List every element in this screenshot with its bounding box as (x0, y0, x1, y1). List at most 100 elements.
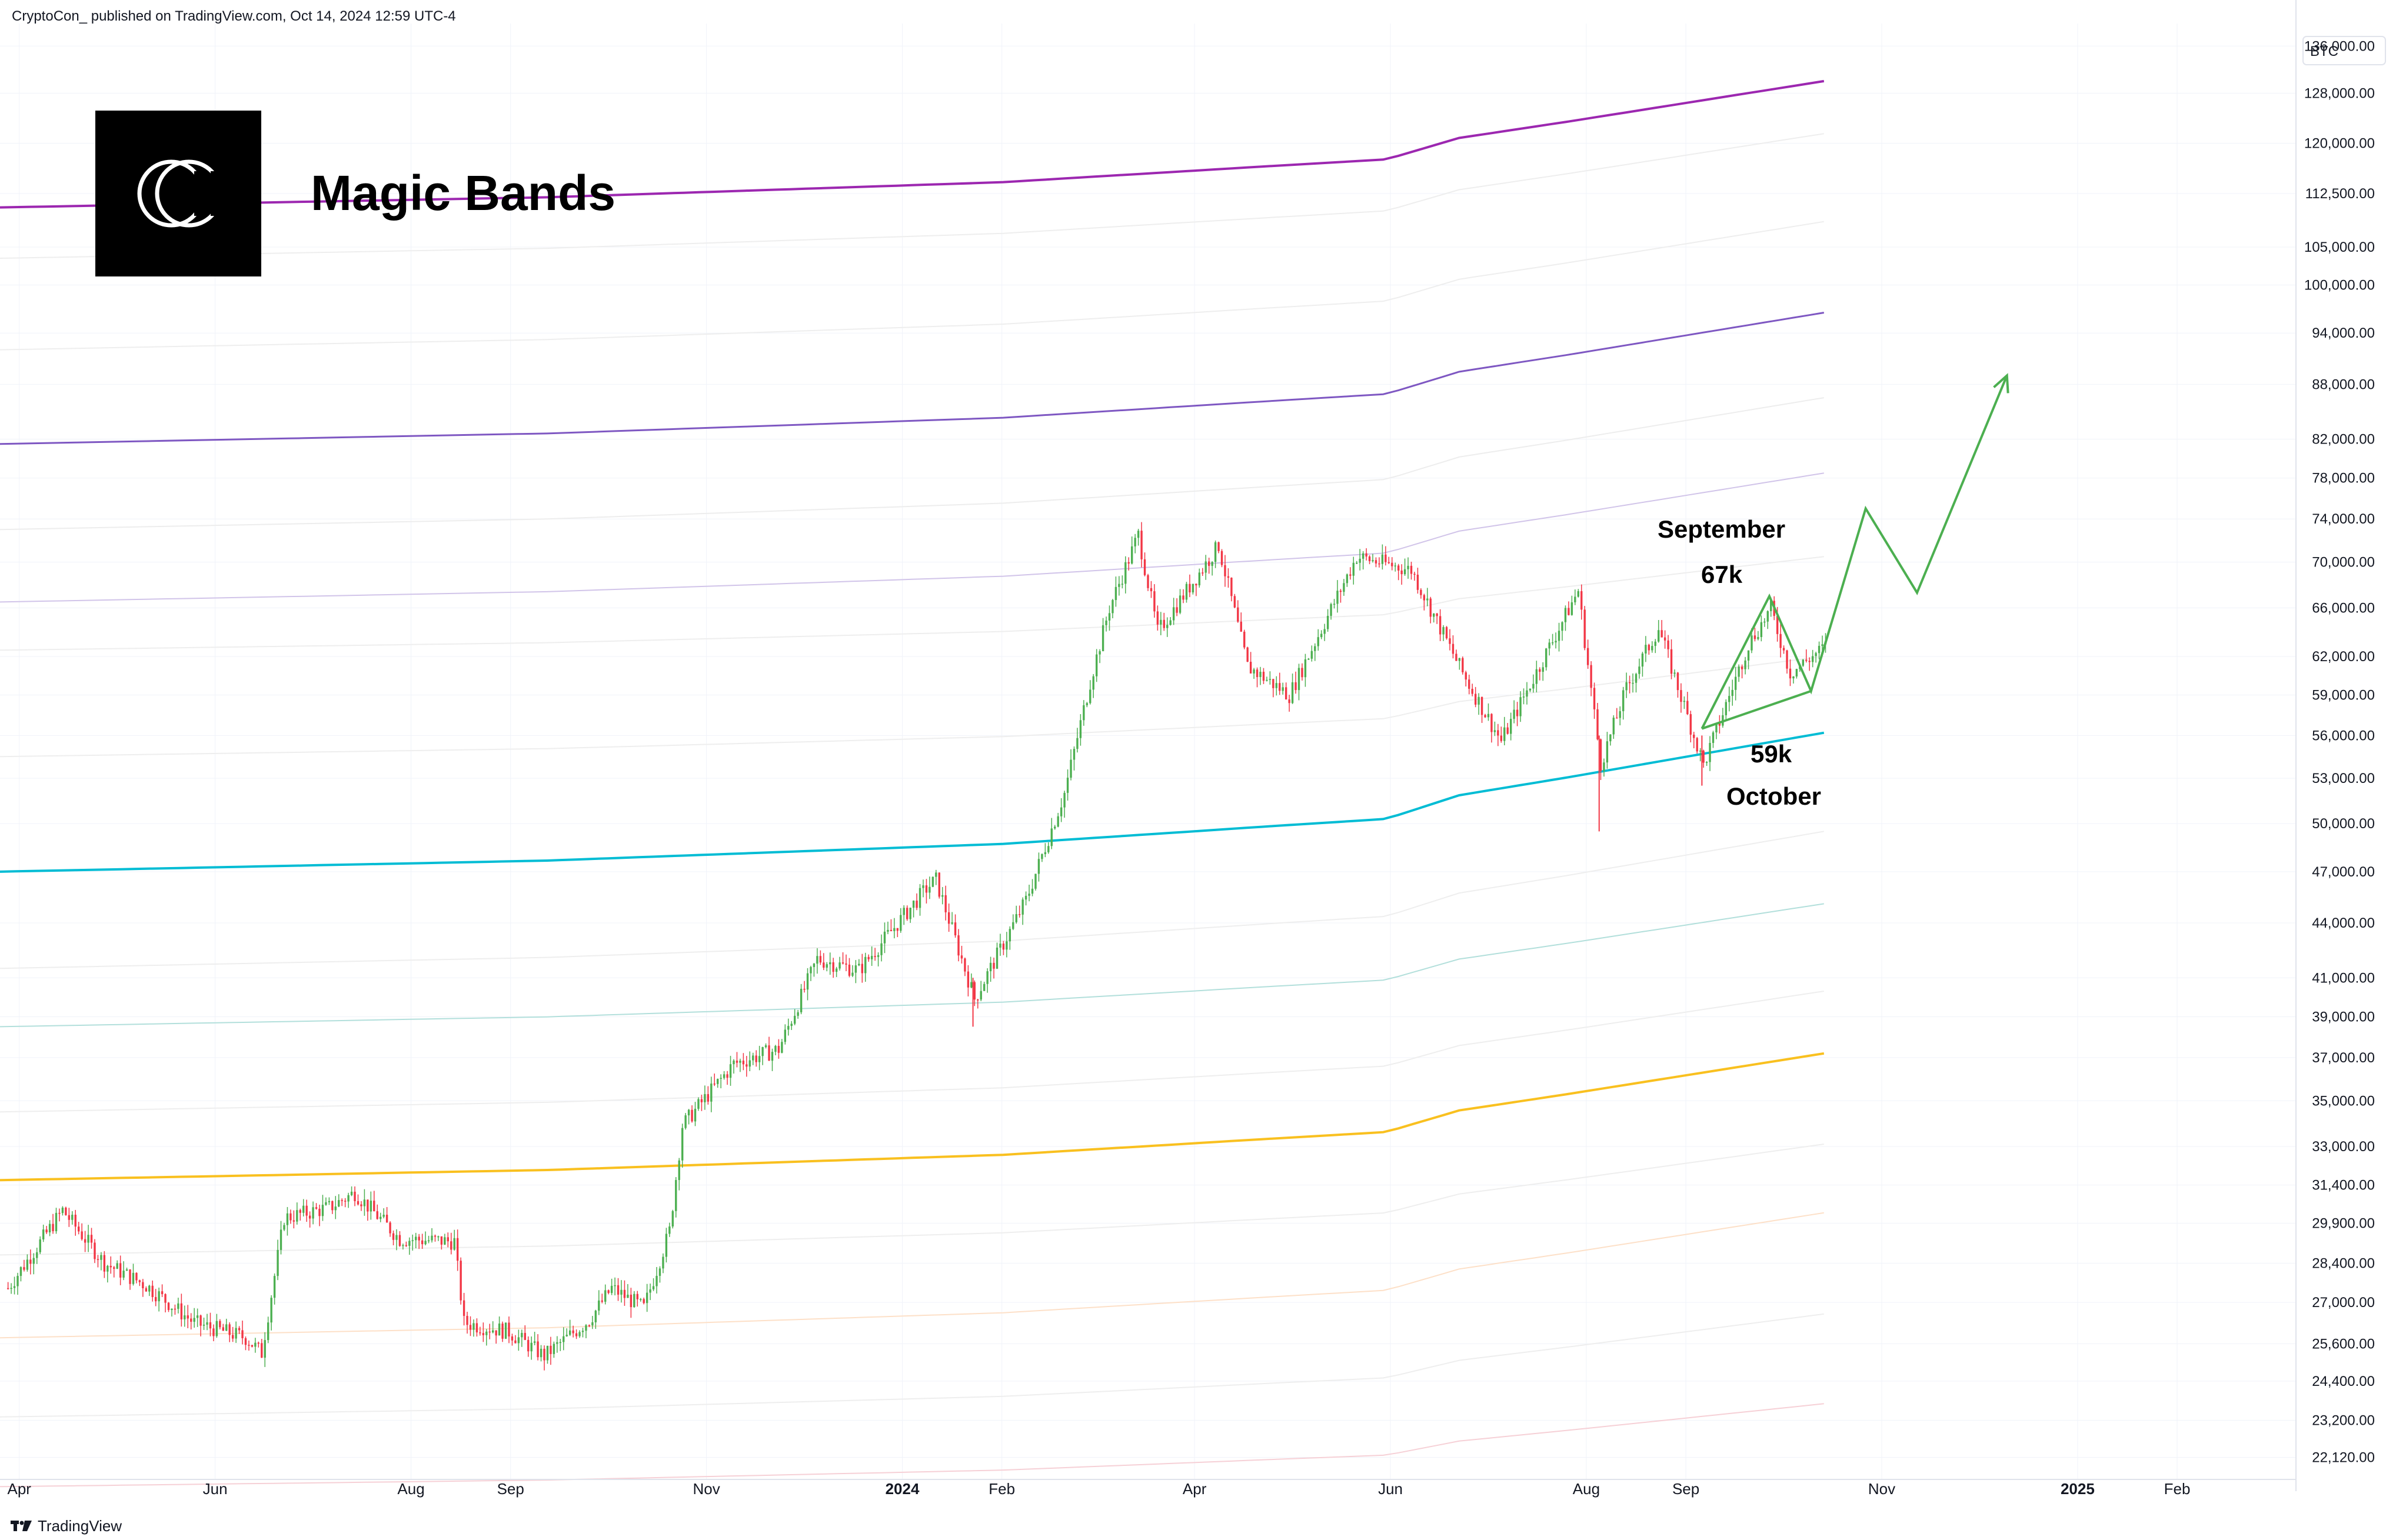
candle-body (434, 1235, 437, 1237)
candle-body (261, 1343, 263, 1358)
candle-body (1034, 874, 1037, 889)
candle-body (662, 1256, 664, 1269)
y-tick-label: 62,000.00 (2312, 649, 2375, 665)
candle-body (199, 1315, 202, 1326)
tradingview-logo-icon (11, 1519, 32, 1532)
candle-body (1185, 584, 1188, 600)
candle-body (1545, 648, 1548, 668)
y-tick-label: 27,000.00 (2312, 1295, 2375, 1311)
candle-body (202, 1324, 205, 1326)
candle-body (1702, 751, 1705, 763)
candle-body (164, 1294, 167, 1303)
candle-body (694, 1108, 697, 1122)
candle-body (1118, 584, 1120, 587)
x-tick-label: Jun (203, 1480, 228, 1498)
candle-body (1786, 650, 1788, 669)
candle-body (1818, 645, 1821, 654)
candle-body (267, 1322, 269, 1341)
candle-body (543, 1348, 545, 1361)
candle-body (1086, 703, 1089, 705)
candle-body (774, 1046, 777, 1052)
candle-body (1638, 666, 1640, 674)
candle-body (1465, 672, 1467, 680)
candle-body (553, 1344, 555, 1354)
candle-body (158, 1291, 160, 1302)
candle-body (617, 1285, 620, 1295)
time-axis[interactable]: Apr Jun Aug Sep Nov 2024 Feb Apr Jun Aug Sep Nov 202… (0, 1479, 2296, 1498)
candle-body (1297, 668, 1300, 691)
candle-body (790, 1024, 793, 1026)
candle-body (912, 901, 915, 908)
candle-body (841, 962, 844, 964)
candle-body (1249, 662, 1252, 674)
candle-body (929, 886, 931, 893)
y-tick-label: 50,000.00 (2312, 816, 2375, 832)
candle-body (1770, 601, 1772, 611)
candle-body (1449, 638, 1451, 644)
y-tick-label: 24,400.00 (2312, 1374, 2375, 1389)
candle-body (1240, 621, 1242, 632)
y-tick-label: 82,000.00 (2312, 432, 2375, 448)
candle-body (733, 1061, 735, 1065)
candle-body (1506, 727, 1509, 734)
candle-body (999, 944, 1001, 948)
price-axis[interactable]: BTC 136,000.00 128,000.00 120,000.00 112,50… (2295, 0, 2386, 1491)
candle-body (1387, 562, 1390, 564)
candle-body (215, 1321, 218, 1336)
candle-body (1073, 749, 1076, 760)
candle-body (1301, 668, 1303, 678)
candle-body (501, 1324, 504, 1339)
candle-body (318, 1208, 321, 1216)
band-line-11 (0, 903, 1824, 1028)
candle-body (1378, 563, 1380, 565)
candle-body (90, 1235, 93, 1243)
candle-body (209, 1322, 212, 1329)
symbol-tag (2302, 36, 2386, 65)
candle-body (967, 971, 970, 988)
candle-body (1375, 560, 1377, 564)
candle-body (1397, 565, 1400, 571)
candle-body (655, 1275, 658, 1286)
candle-body (1526, 690, 1528, 697)
candle-body (922, 885, 924, 888)
candle-body (578, 1332, 581, 1336)
candle-body (331, 1201, 334, 1211)
y-tick-label: 47,000.00 (2312, 864, 2375, 880)
candle-body (87, 1235, 89, 1243)
candle-body (1568, 608, 1570, 615)
candle-body (475, 1323, 478, 1333)
candle-body (678, 1160, 680, 1181)
candle-body (1760, 622, 1763, 637)
candle-body (1574, 596, 1576, 602)
candle-body (321, 1205, 324, 1216)
candle-body (1632, 682, 1634, 684)
candle-body (1795, 669, 1798, 677)
y-tick-label: 44,000.00 (2312, 915, 2375, 931)
y-tick-label: 31,400.00 (2312, 1178, 2375, 1194)
candle-body (797, 1012, 799, 1016)
y-tick-label: 74,000.00 (2312, 511, 2375, 527)
candle-body (546, 1345, 549, 1361)
candle-body (588, 1325, 591, 1326)
candle-body (222, 1327, 224, 1331)
candle-body (687, 1109, 690, 1116)
candle-body (308, 1215, 311, 1219)
candle-body (1166, 625, 1169, 628)
candle-body (1282, 687, 1284, 691)
candle-body (717, 1079, 719, 1084)
candle-body (184, 1315, 186, 1319)
candle-body (1693, 734, 1695, 738)
candle-body (367, 1199, 369, 1212)
candle-body (16, 1276, 19, 1286)
candle-body (94, 1242, 96, 1259)
candle-body (1179, 595, 1182, 613)
candle-body (511, 1336, 514, 1341)
candle-body (816, 956, 818, 964)
y-tick-label: 23,200.00 (2312, 1412, 2375, 1428)
candle-body (861, 964, 863, 974)
candle-body (55, 1212, 58, 1232)
candle-body (1731, 689, 1733, 696)
candle-body (1500, 735, 1502, 741)
candle-body (1346, 574, 1349, 584)
